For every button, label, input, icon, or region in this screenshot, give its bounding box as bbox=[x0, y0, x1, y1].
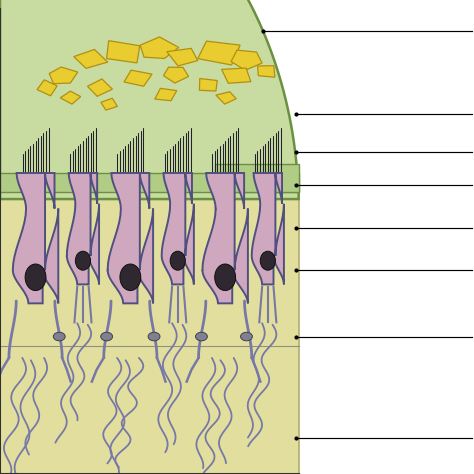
Polygon shape bbox=[216, 92, 236, 104]
Polygon shape bbox=[202, 173, 248, 303]
Polygon shape bbox=[221, 68, 251, 83]
Polygon shape bbox=[257, 66, 275, 77]
Polygon shape bbox=[198, 41, 240, 65]
Polygon shape bbox=[87, 79, 112, 96]
Polygon shape bbox=[108, 173, 153, 303]
Polygon shape bbox=[124, 70, 152, 86]
Ellipse shape bbox=[75, 251, 91, 270]
Ellipse shape bbox=[215, 264, 236, 291]
Polygon shape bbox=[0, 180, 299, 474]
Polygon shape bbox=[74, 49, 108, 68]
Ellipse shape bbox=[240, 332, 252, 341]
Polygon shape bbox=[60, 91, 81, 104]
Polygon shape bbox=[0, 0, 299, 199]
Polygon shape bbox=[252, 173, 284, 284]
Polygon shape bbox=[200, 79, 217, 91]
Polygon shape bbox=[162, 173, 194, 284]
Polygon shape bbox=[107, 41, 140, 63]
Ellipse shape bbox=[148, 332, 160, 341]
Polygon shape bbox=[155, 88, 177, 100]
Polygon shape bbox=[13, 173, 58, 303]
Polygon shape bbox=[37, 80, 57, 96]
Ellipse shape bbox=[170, 251, 185, 270]
Ellipse shape bbox=[100, 332, 113, 341]
Ellipse shape bbox=[195, 332, 207, 341]
Polygon shape bbox=[101, 98, 118, 110]
Ellipse shape bbox=[25, 264, 46, 291]
Polygon shape bbox=[215, 164, 299, 192]
Ellipse shape bbox=[260, 251, 275, 270]
Polygon shape bbox=[167, 48, 198, 66]
Polygon shape bbox=[140, 37, 179, 58]
Polygon shape bbox=[0, 173, 299, 192]
Polygon shape bbox=[164, 67, 189, 83]
Polygon shape bbox=[67, 173, 99, 284]
Polygon shape bbox=[49, 67, 78, 84]
Ellipse shape bbox=[53, 332, 65, 341]
Ellipse shape bbox=[120, 264, 141, 291]
Polygon shape bbox=[231, 50, 262, 70]
